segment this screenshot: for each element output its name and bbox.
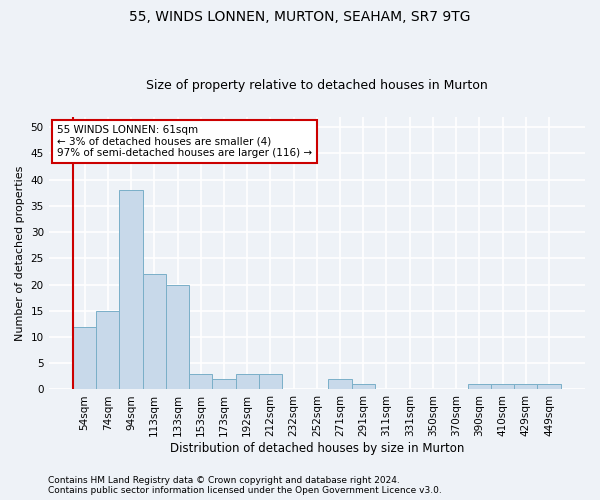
- Bar: [143, 274, 166, 390]
- Bar: [491, 384, 514, 390]
- Bar: [514, 384, 538, 390]
- Text: 55 WINDS LONNEN: 61sqm
← 3% of detached houses are smaller (4)
97% of semi-detac: 55 WINDS LONNEN: 61sqm ← 3% of detached …: [57, 125, 312, 158]
- Bar: [259, 374, 282, 390]
- Bar: [352, 384, 375, 390]
- Bar: [96, 311, 119, 390]
- Bar: [73, 326, 96, 390]
- X-axis label: Distribution of detached houses by size in Murton: Distribution of detached houses by size …: [170, 442, 464, 455]
- Bar: [538, 384, 560, 390]
- Title: Size of property relative to detached houses in Murton: Size of property relative to detached ho…: [146, 79, 488, 92]
- Bar: [236, 374, 259, 390]
- Y-axis label: Number of detached properties: Number of detached properties: [15, 166, 25, 341]
- Text: Contains HM Land Registry data © Crown copyright and database right 2024.
Contai: Contains HM Land Registry data © Crown c…: [48, 476, 442, 495]
- Bar: [468, 384, 491, 390]
- Bar: [119, 190, 143, 390]
- Text: 55, WINDS LONNEN, MURTON, SEAHAM, SR7 9TG: 55, WINDS LONNEN, MURTON, SEAHAM, SR7 9T…: [129, 10, 471, 24]
- Bar: [189, 374, 212, 390]
- Bar: [212, 379, 236, 390]
- Bar: [328, 379, 352, 390]
- Bar: [166, 284, 189, 390]
